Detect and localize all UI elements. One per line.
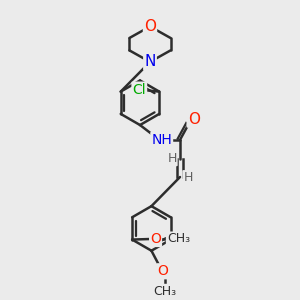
Text: CH₃: CH₃ (153, 285, 176, 298)
Text: O: O (150, 232, 161, 246)
Text: H: H (167, 152, 177, 165)
Text: O: O (188, 112, 200, 127)
Text: CH₃: CH₃ (167, 232, 190, 245)
Text: H: H (183, 171, 193, 184)
Text: O: O (158, 264, 168, 278)
Text: Cl: Cl (133, 82, 146, 97)
Text: O: O (144, 19, 156, 34)
Text: N: N (144, 54, 156, 69)
Text: NH: NH (151, 133, 172, 147)
